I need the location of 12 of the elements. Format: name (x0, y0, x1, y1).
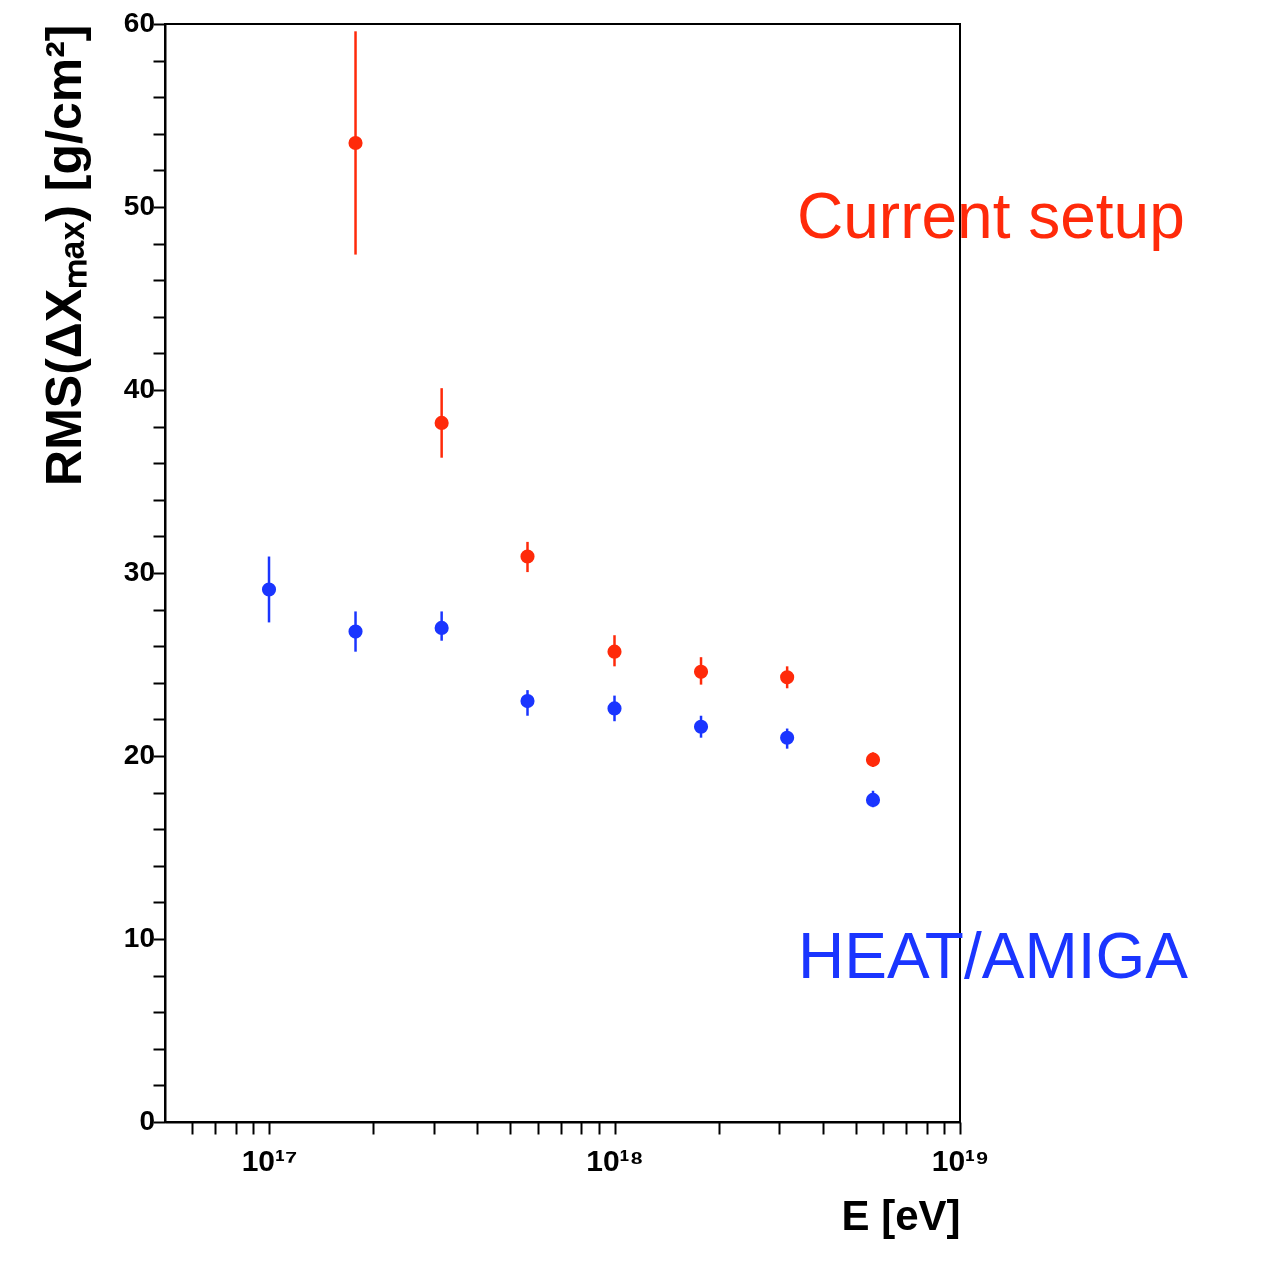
y-tick-label: 40 (123, 373, 155, 404)
x-tick-label: 10¹⁷ (241, 1143, 298, 1177)
y-tick-label: 0 (139, 1105, 155, 1136)
y-axis-title: RMS(ΔXₘₐₓ) [g/cm²] (35, 24, 92, 486)
x-tick-label: 10¹⁸ (586, 1143, 644, 1177)
y-tick-label: 10 (123, 922, 155, 953)
y-tick-label: 50 (123, 190, 155, 221)
y-tick-label: 60 (123, 7, 155, 38)
x-tick-label: 10¹⁹ (931, 1143, 990, 1177)
y-tick-label: 20 (123, 739, 155, 770)
y-tick-label: 30 (123, 556, 155, 587)
x-axis-title: E [eV] (841, 1191, 961, 1239)
